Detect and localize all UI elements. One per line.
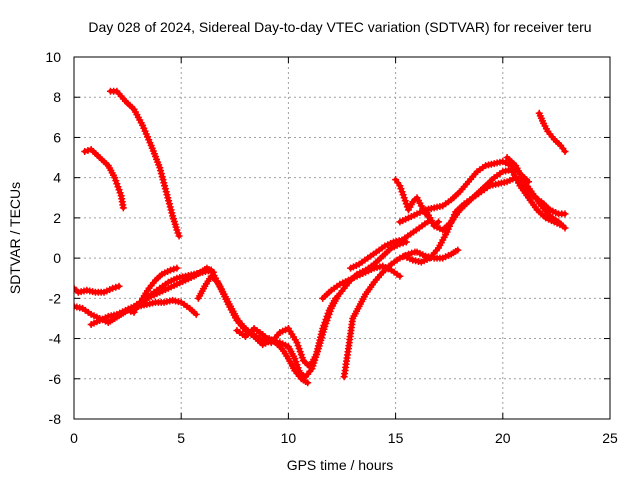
series-track-4 <box>74 302 138 326</box>
y-tick-label: 2 <box>53 210 61 226</box>
plot-frame <box>73 56 611 420</box>
y-tick-label: 10 <box>45 49 61 65</box>
series-track-6 <box>130 266 215 314</box>
data-series <box>74 87 569 387</box>
axis-ticks <box>73 56 611 420</box>
series-track-8 <box>134 296 200 318</box>
data-point <box>408 249 416 257</box>
series-line <box>108 88 182 239</box>
y-tick-label: -4 <box>49 331 62 347</box>
series-track-12 <box>295 238 410 381</box>
y-tick-label: -8 <box>49 411 62 427</box>
data-point <box>81 148 89 156</box>
x-tick-label: 10 <box>281 430 297 446</box>
data-point <box>396 272 404 280</box>
data-point <box>170 265 178 273</box>
data-point <box>304 379 312 387</box>
y-tick-label: -2 <box>49 290 62 306</box>
data-point <box>112 283 120 291</box>
y-tick-label: 6 <box>53 129 61 145</box>
y-tick-label: 4 <box>53 170 61 186</box>
x-tick-label: 25 <box>602 430 618 446</box>
data-point <box>175 232 183 240</box>
x-tick-label: 0 <box>70 430 78 446</box>
series-track-1 <box>106 87 183 240</box>
data-point <box>115 282 123 290</box>
y-axis-label: SDTVAR / TECUs <box>7 182 23 294</box>
data-point <box>84 147 92 155</box>
series-track-19 <box>422 166 567 234</box>
series-track-21 <box>503 154 569 232</box>
y-tick-label: 8 <box>53 89 61 105</box>
series-track-3 <box>74 282 123 296</box>
data-point <box>173 264 181 272</box>
chart-title: Day 028 of 2024, Sidereal Day-to-day VTE… <box>88 19 591 35</box>
x-tick-label: 5 <box>177 430 185 446</box>
y-tick-label: 0 <box>53 250 61 266</box>
data-point <box>561 148 569 156</box>
x-axis-label: GPS time / hours <box>287 457 394 473</box>
series-track-22 <box>535 109 569 156</box>
series-track-13 <box>319 262 404 302</box>
data-point <box>561 210 569 218</box>
data-point <box>434 218 442 226</box>
data-point <box>454 246 462 254</box>
series-track-10 <box>207 266 303 375</box>
series-track-2 <box>81 146 127 212</box>
series-track-20 <box>413 246 462 262</box>
data-point <box>561 224 569 232</box>
x-tick-label: 20 <box>495 430 511 446</box>
y-tick-label: -6 <box>49 371 62 387</box>
x-tick-label: 15 <box>388 430 404 446</box>
data-point <box>119 204 127 212</box>
data-point <box>109 284 117 292</box>
grid-lines <box>74 57 610 419</box>
series-track-17 <box>396 158 533 226</box>
data-point <box>192 310 200 318</box>
data-point <box>166 266 174 274</box>
series-track-7 <box>139 264 181 302</box>
